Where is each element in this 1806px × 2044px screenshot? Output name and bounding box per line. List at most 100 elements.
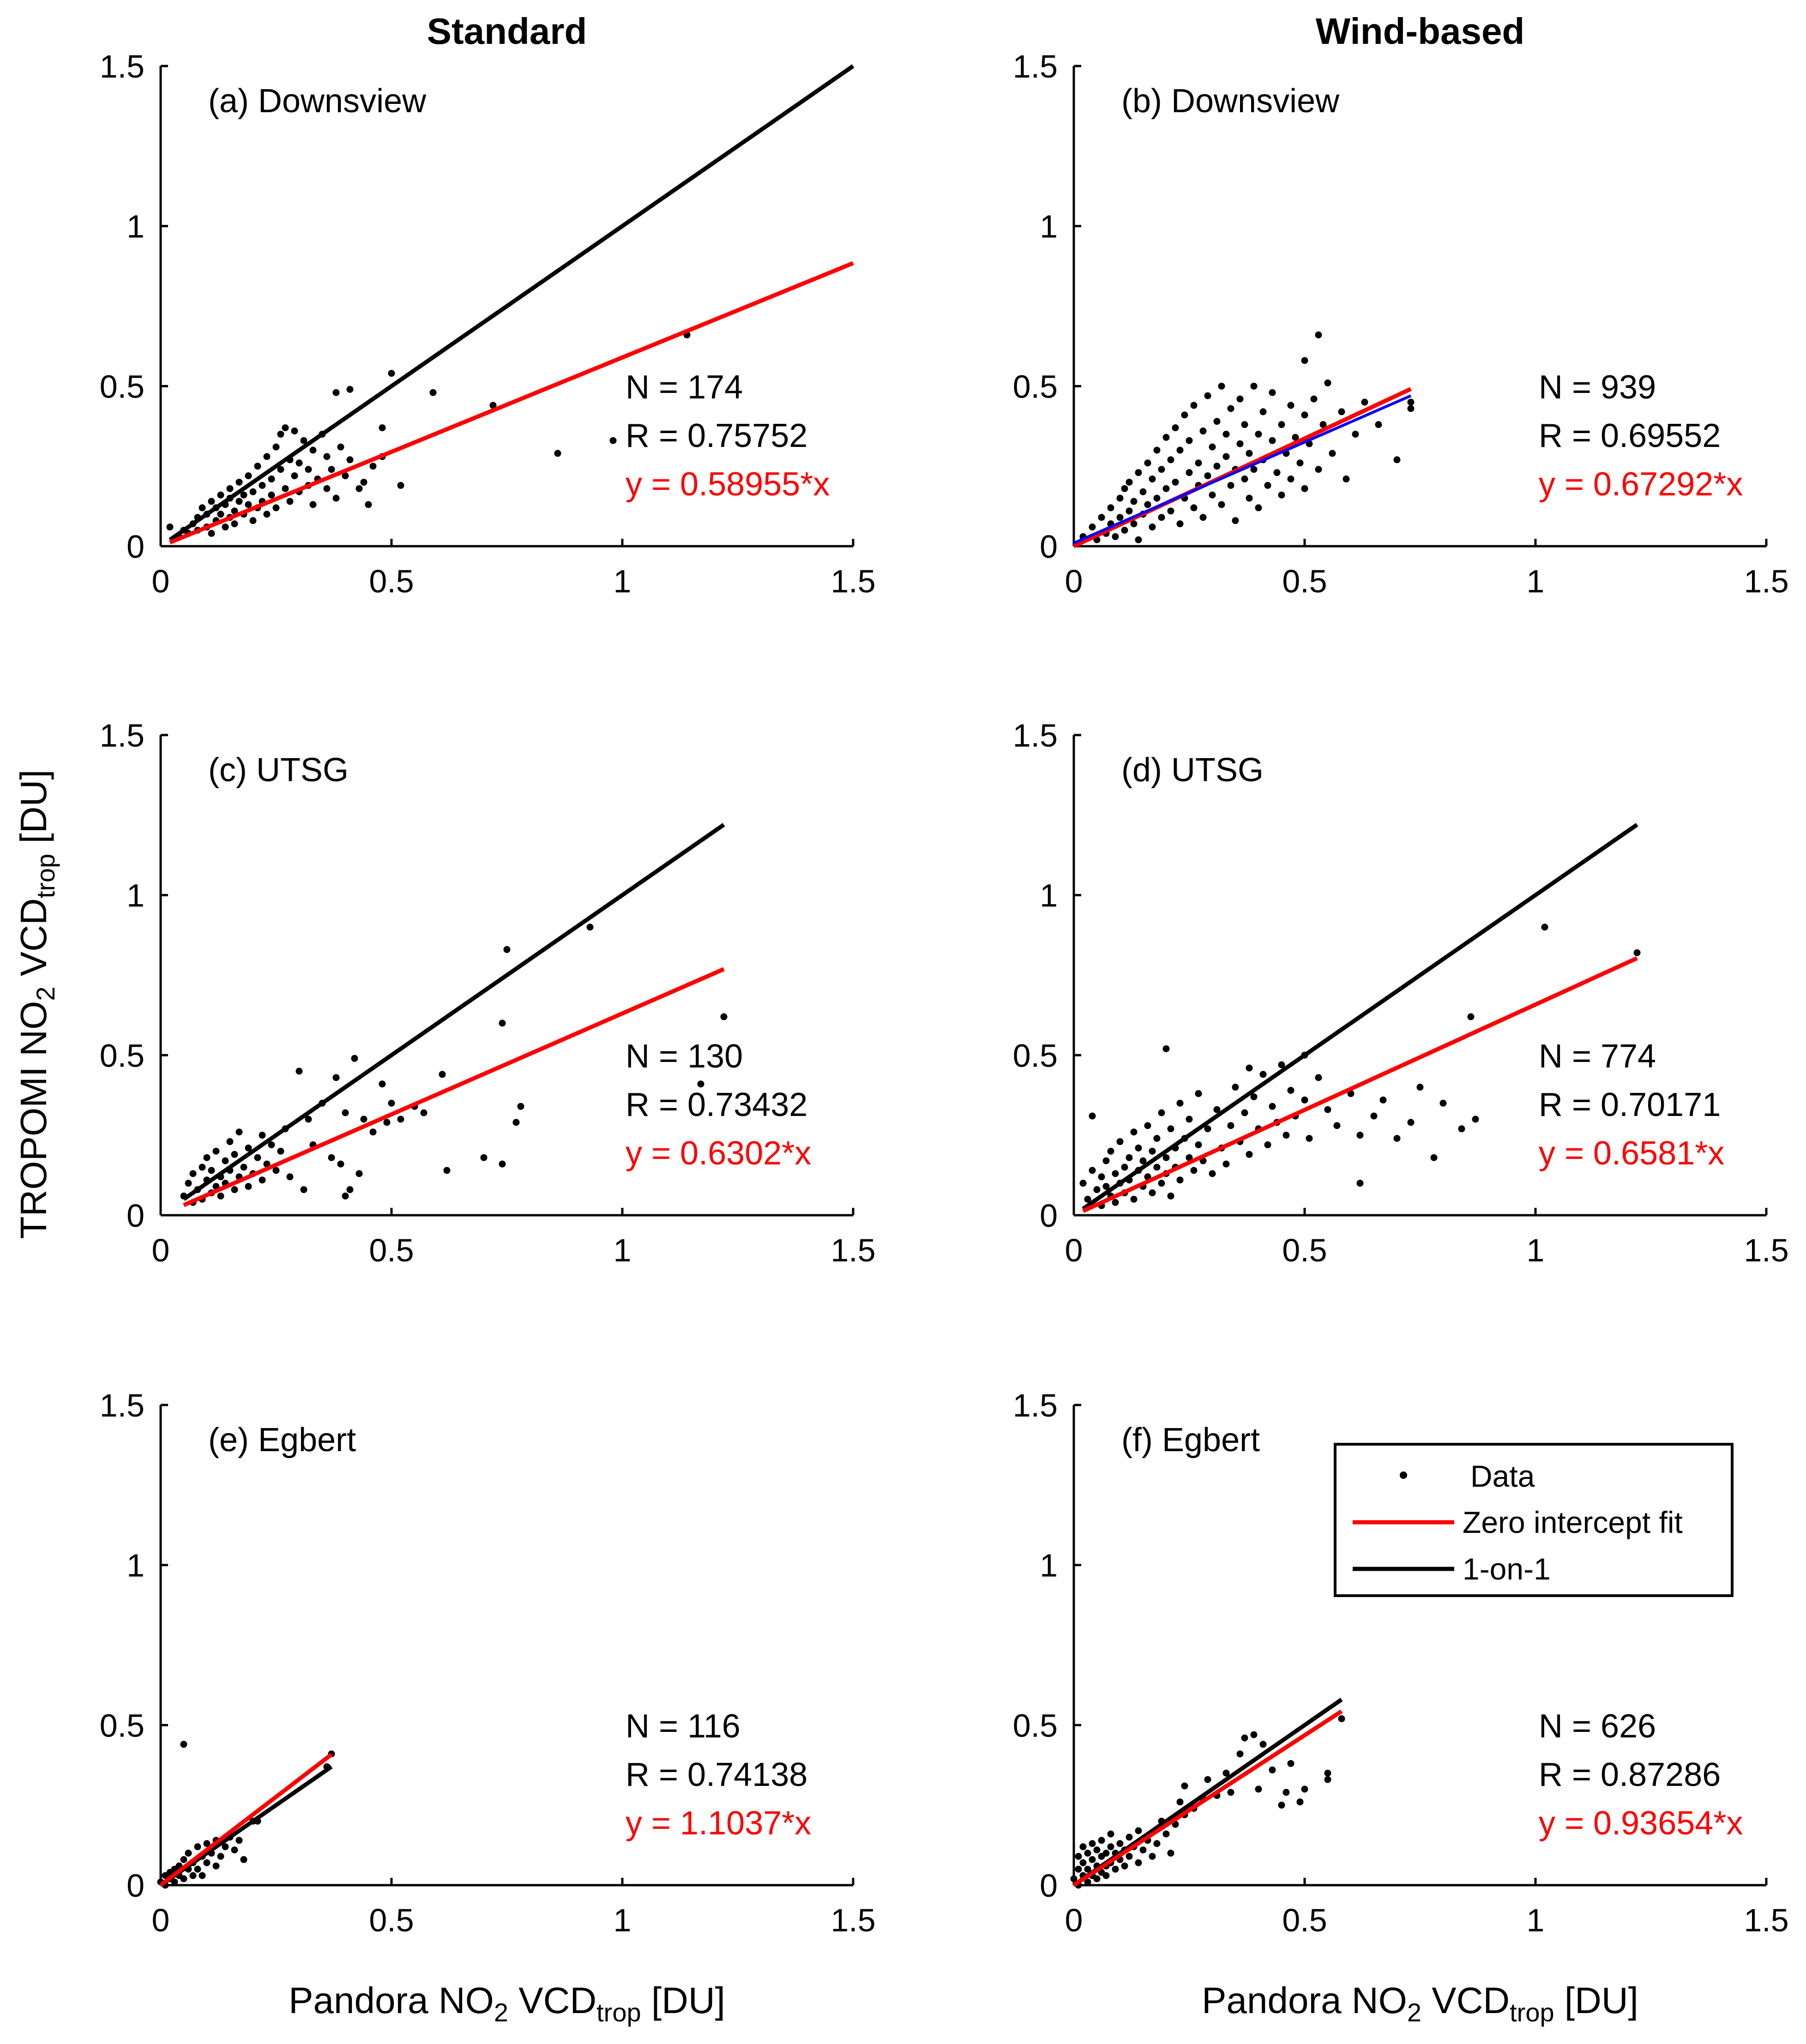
- data-point: [259, 482, 266, 489]
- data-point: [323, 453, 331, 460]
- x-tick-label: 1: [614, 1232, 632, 1268]
- data-point: [369, 463, 377, 470]
- data-point: [480, 1154, 488, 1161]
- data-point: [1167, 1192, 1174, 1200]
- fit-line: [169, 261, 854, 544]
- y-tick-label: 0.5: [100, 368, 144, 404]
- data-point: [323, 1763, 331, 1770]
- data-point: [235, 478, 243, 486]
- data-point: [185, 1850, 192, 1857]
- data-point: [1089, 523, 1096, 531]
- y-tick-label: 1: [126, 878, 144, 914]
- data-point: [222, 523, 229, 531]
- data-point: [268, 491, 275, 499]
- data-point: [1324, 379, 1331, 386]
- data-point: [286, 456, 294, 464]
- data-point: [1333, 1122, 1341, 1129]
- data-point: [1144, 501, 1151, 508]
- data-point: [272, 504, 280, 512]
- data-point: [1075, 1865, 1082, 1873]
- data-point: [1296, 459, 1304, 467]
- data-point: [1149, 1189, 1156, 1196]
- y-tick-label: 1.5: [1013, 1387, 1058, 1423]
- data-point: [1218, 382, 1225, 390]
- data-point: [1199, 427, 1207, 434]
- stat-r: R = 0.70171: [1539, 1086, 1721, 1123]
- data-point: [180, 1192, 187, 1200]
- data-point: [268, 475, 275, 482]
- data-point: [332, 389, 340, 396]
- data-point: [263, 453, 271, 460]
- data-point: [1162, 485, 1170, 492]
- panel-d: 0 0.5 1 1.5 0 0.5 1 1.5 (d) UTSG N = 774 R = 0.701…: [1013, 718, 1789, 1268]
- data-point: [240, 1856, 247, 1863]
- data-point: [1301, 1785, 1308, 1793]
- x-axis-label-right: Pandora NO2 VCDtrop [DU]: [1202, 1980, 1638, 2027]
- panels: 0 0.5 1 1.5 0 0.5 1 1.5 (a) Downsview N = 174 R = …: [100, 48, 1789, 1938]
- data-point: [217, 511, 224, 518]
- data-point: [1181, 1135, 1188, 1142]
- data-point: [1149, 1147, 1156, 1155]
- data-point: [1430, 1154, 1438, 1161]
- data-point: [1342, 475, 1350, 482]
- data-point: [1246, 1151, 1253, 1158]
- stat-fit-equation: y = 0.93654*x: [1539, 1805, 1743, 1842]
- data-point: [217, 491, 224, 499]
- data-point: [1292, 434, 1299, 441]
- data-point: [332, 1074, 340, 1081]
- x-tick-label: 1: [1527, 1232, 1545, 1268]
- data-point: [208, 1167, 215, 1174]
- data-point: [517, 1103, 524, 1110]
- fit-line: [183, 967, 725, 1207]
- data-point: [1089, 1112, 1096, 1120]
- data-point: [300, 437, 307, 444]
- x-tick-label: 1.5: [831, 1232, 875, 1268]
- stat-r: R = 0.87286: [1539, 1756, 1721, 1793]
- data-point: [355, 1170, 363, 1177]
- data-point: [1407, 398, 1415, 406]
- data-point: [1236, 395, 1244, 403]
- data-point: [1269, 389, 1276, 396]
- data-point: [1121, 526, 1128, 534]
- data-point: [1149, 523, 1156, 531]
- data-point: [1172, 424, 1179, 431]
- data-point: [286, 498, 294, 505]
- data-point: [171, 1878, 178, 1886]
- panel-title: (a) Downsview: [208, 83, 427, 120]
- y-tick-label: 1.5: [100, 1387, 144, 1423]
- data-point: [1153, 1840, 1161, 1847]
- data-point: [1282, 1789, 1290, 1796]
- data-point: [180, 1875, 187, 1882]
- data-point: [388, 1099, 395, 1107]
- data-point: [1176, 446, 1184, 454]
- data-point: [1306, 1135, 1313, 1142]
- data-point: [1213, 418, 1221, 425]
- x-tick-label: 1: [1527, 563, 1545, 599]
- data-point: [254, 1817, 261, 1825]
- data-point: [1116, 1180, 1124, 1187]
- y-tick-label: 1.5: [100, 48, 144, 84]
- x-tick-label: 1.5: [831, 563, 875, 599]
- data-point: [259, 1176, 266, 1184]
- data-point: [305, 466, 312, 473]
- data-point: [1172, 1144, 1179, 1152]
- data-point: [1158, 1817, 1165, 1825]
- data-point: [346, 386, 354, 393]
- data-point: [1287, 1087, 1294, 1094]
- data-point: [1102, 1183, 1110, 1190]
- data-point: [1379, 1096, 1387, 1103]
- data-point: [1162, 1830, 1170, 1838]
- data-point: [1079, 1180, 1087, 1187]
- data-point: [1255, 504, 1262, 512]
- data-point: [282, 485, 289, 492]
- data-point: [222, 501, 229, 508]
- data-point: [1278, 421, 1285, 428]
- data-point: [388, 370, 395, 377]
- data-point: [1158, 466, 1165, 473]
- data-point: [1112, 1199, 1119, 1206]
- data-point: [1541, 923, 1548, 931]
- data-point: [1222, 1160, 1230, 1168]
- data-point: [351, 1055, 358, 1062]
- data-point: [1158, 1180, 1165, 1187]
- data-point: [166, 523, 174, 531]
